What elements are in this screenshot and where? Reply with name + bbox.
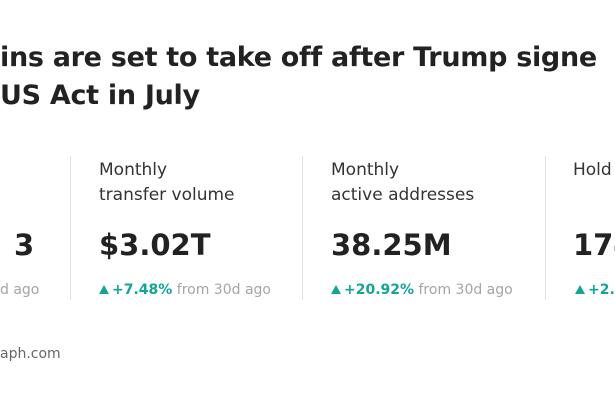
- stat-change: +7.48%: [112, 282, 173, 298]
- stat-change-row: +2.6: [575, 282, 615, 298]
- stat-value: 174: [573, 228, 615, 262]
- stat-comparison: from 30d ago: [176, 282, 271, 298]
- stat-label: Hold: [573, 160, 612, 180]
- stat-value: 3: [14, 228, 35, 262]
- stat-comparison: from 30d ago: [418, 282, 513, 298]
- up-icon: [575, 285, 585, 294]
- separator: [302, 156, 303, 300]
- up-icon: [99, 285, 109, 294]
- title-line: ins are set to take off after Trump sign…: [0, 42, 597, 73]
- stat-label: transfer volume: [99, 185, 235, 205]
- stat-value: $3.02T: [99, 228, 211, 262]
- stat-change: +2.6: [588, 282, 615, 298]
- separator: [70, 156, 71, 300]
- stat-value: 38.25M: [331, 228, 452, 262]
- stat-label: Monthly: [99, 160, 168, 180]
- stat-change: +20.92%: [344, 282, 415, 298]
- stat-change-row: +7.48% from 30d ago: [99, 282, 271, 298]
- stat-change-row: +20.92% from 30d ago: [331, 282, 513, 298]
- stat-label: active addresses: [331, 185, 475, 205]
- footer-source: aph.com: [0, 346, 61, 362]
- stat-label: Monthly: [331, 160, 400, 180]
- up-icon: [331, 285, 341, 294]
- separator: [545, 156, 546, 300]
- stat-comparison: d ago: [0, 282, 40, 298]
- title-line: US Act in July: [0, 80, 200, 111]
